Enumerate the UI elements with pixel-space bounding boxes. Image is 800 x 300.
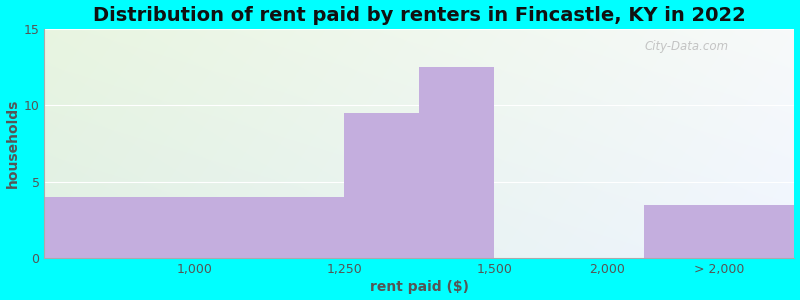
Y-axis label: households: households	[6, 99, 19, 188]
Text: City-Data.com: City-Data.com	[645, 40, 729, 53]
Bar	[419, 67, 494, 258]
Bar	[345, 113, 419, 258]
Title: Distribution of rent paid by renters in Fincastle, KY in 2022: Distribution of rent paid by renters in …	[93, 6, 746, 25]
Bar	[645, 205, 794, 258]
Bar	[45, 197, 345, 258]
X-axis label: rent paid ($): rent paid ($)	[370, 280, 469, 294]
